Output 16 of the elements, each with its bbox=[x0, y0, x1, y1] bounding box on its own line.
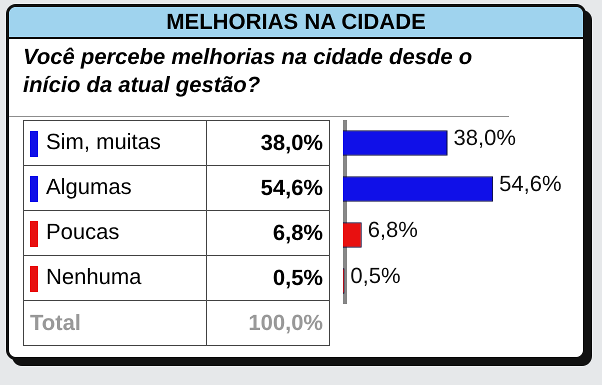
text: 54,6% bbox=[499, 171, 562, 196]
data-label: 0,5% bbox=[206, 256, 330, 300]
text: 6,8% bbox=[368, 217, 418, 242]
data-label: 6,8% bbox=[206, 210, 330, 256]
data-label: 38,0% bbox=[206, 120, 330, 166]
y-tick-label: Sim, muitas bbox=[24, 120, 206, 166]
y-tick-label: Poucas bbox=[24, 210, 206, 256]
chart-subtitle: Você percebe melhorias na cidade desde o início da atual gestão? bbox=[9, 39, 509, 117]
text: 100,0% bbox=[206, 300, 330, 346]
text: 38,0% bbox=[454, 125, 516, 150]
data-label: 54,6% bbox=[206, 166, 330, 210]
chart-title: MELHORIAS NA CIDADE bbox=[9, 7, 583, 39]
text: Total bbox=[24, 300, 206, 346]
y-tick-label: Algumas bbox=[24, 166, 206, 210]
text: 0,5% bbox=[350, 263, 401, 288]
y-tick-label: Nenhuma bbox=[24, 256, 206, 300]
